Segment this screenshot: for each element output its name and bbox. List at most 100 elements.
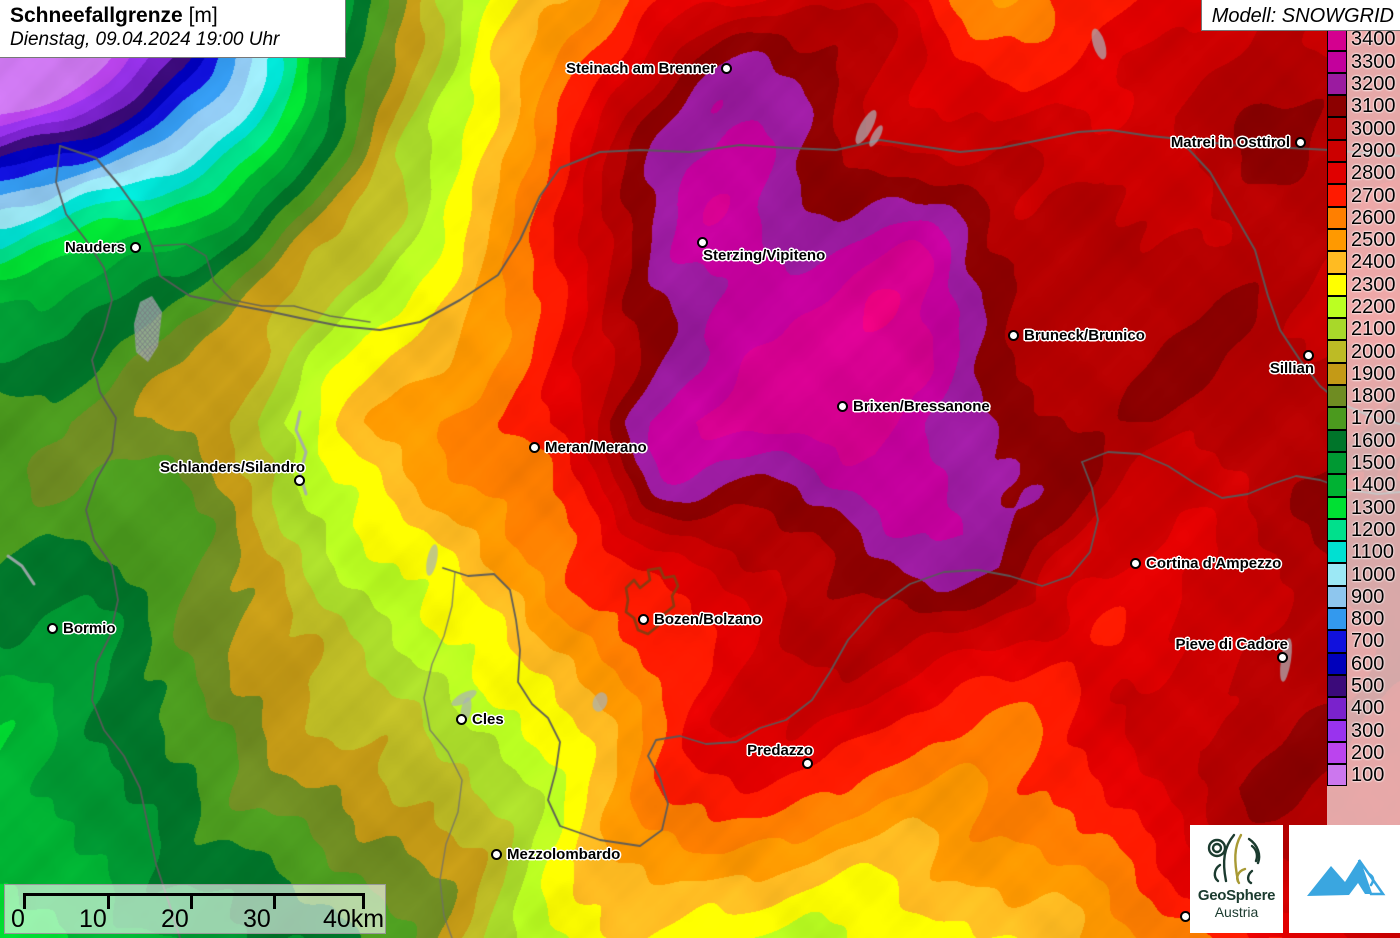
legend-swatch bbox=[1327, 28, 1347, 51]
city-marker[interactable]: Bormio bbox=[47, 621, 116, 636]
city-marker[interactable]: Matrei in Osttirol bbox=[1171, 135, 1306, 150]
legend-value-label: 500 bbox=[1351, 675, 1385, 698]
city-dot-icon bbox=[529, 442, 540, 453]
partner-logo[interactable] bbox=[1289, 825, 1400, 933]
city-marker[interactable]: Steinach am Brenner bbox=[566, 61, 732, 76]
legend-entry: 3100 bbox=[1327, 95, 1400, 118]
legend-entry: 2200 bbox=[1327, 295, 1400, 319]
city-dot-icon bbox=[456, 714, 467, 725]
legend-entry: 1900 bbox=[1327, 362, 1400, 386]
legend-value-label: 2000 bbox=[1351, 340, 1396, 363]
city-marker[interactable]: Pieve di Cadore bbox=[1175, 637, 1288, 663]
city-label: Schlanders/Silandro bbox=[159, 459, 305, 476]
legend-value-label: 2100 bbox=[1351, 318, 1396, 341]
city-dot-icon bbox=[837, 401, 848, 412]
legend-swatch bbox=[1327, 295, 1347, 319]
scale-label: 40km bbox=[323, 905, 385, 933]
city-marker[interactable]: Predazzo bbox=[747, 743, 813, 769]
legend-value-label: 1700 bbox=[1351, 407, 1396, 430]
city-marker[interactable]: Nauders bbox=[65, 240, 141, 255]
legend-entry: 700 bbox=[1327, 630, 1400, 653]
legend-swatch bbox=[1327, 50, 1347, 73]
legend-swatch bbox=[1327, 518, 1347, 542]
legend-value-label: 1000 bbox=[1351, 563, 1396, 586]
legend-swatch bbox=[1327, 228, 1347, 252]
legend-swatch bbox=[1327, 585, 1347, 609]
city-label: Cortina d'Ampezzo bbox=[1146, 555, 1282, 572]
legend-swatch bbox=[1327, 697, 1347, 720]
city-dot-icon bbox=[1295, 137, 1306, 148]
legend-entry: 1700 bbox=[1327, 407, 1400, 430]
legend-value-label: 1200 bbox=[1351, 518, 1396, 541]
scale-label: 10 bbox=[79, 905, 107, 933]
city-marker[interactable]: Schlanders/Silandro bbox=[160, 460, 305, 486]
city-marker[interactable]: Bruneck/Brunico bbox=[1008, 328, 1145, 343]
city-marker[interactable]: Sterzing/Vipiteno bbox=[697, 237, 825, 263]
legend-value-label: 2300 bbox=[1351, 273, 1396, 296]
city-label: Mezzolombardo bbox=[507, 846, 621, 863]
legend-value-label: 1800 bbox=[1351, 385, 1396, 408]
legend-value-label: 2500 bbox=[1351, 229, 1396, 252]
city-label: Nauders bbox=[64, 239, 125, 256]
city-marker[interactable]: Meran/Merano bbox=[529, 440, 647, 455]
city-marker[interactable]: Cles bbox=[456, 712, 504, 727]
city-dot-icon bbox=[47, 623, 58, 634]
city-marker[interactable]: Sillian bbox=[1270, 350, 1314, 376]
geosphere-logo[interactable]: GeoSphere Austria bbox=[1190, 825, 1283, 933]
legend-value-label: 1500 bbox=[1351, 452, 1396, 475]
city-marker[interactable]: Cortina d'Ampezzo bbox=[1130, 556, 1281, 571]
city-marker[interactable]: Brixen/Bressanone bbox=[837, 399, 990, 414]
legend-swatch bbox=[1327, 385, 1347, 408]
legend-value-label: 1400 bbox=[1351, 474, 1396, 497]
legend-entry: 1800 bbox=[1327, 385, 1400, 408]
legend-entry: 3000 bbox=[1327, 117, 1400, 140]
legend-entry: 2300 bbox=[1327, 273, 1400, 296]
legend-entry: 1500 bbox=[1327, 451, 1400, 475]
legend-entry: 100 bbox=[1327, 764, 1400, 787]
legend-entry: 200 bbox=[1327, 741, 1400, 765]
legend-entry: 1100 bbox=[1327, 541, 1400, 564]
legend-swatch bbox=[1327, 72, 1347, 96]
legend-entry: 2800 bbox=[1327, 162, 1400, 185]
legend-value-label: 300 bbox=[1351, 719, 1385, 742]
legend-entry: 800 bbox=[1327, 608, 1400, 631]
city-dot-icon bbox=[1008, 330, 1019, 341]
city-label: Sillian bbox=[1269, 360, 1314, 377]
legend-swatch bbox=[1327, 630, 1347, 653]
model-label: Modell: SNOWGRID bbox=[1200, 0, 1400, 31]
legend-value-label: 3300 bbox=[1351, 50, 1396, 73]
title-parameter: Schneefallgrenze bbox=[10, 4, 183, 27]
legend-swatch bbox=[1327, 541, 1347, 564]
legend-value-label: 2900 bbox=[1351, 139, 1396, 162]
city-label: Steinach am Brenner bbox=[565, 60, 716, 77]
legend-entry: 2100 bbox=[1327, 318, 1400, 341]
city-marker[interactable]: Bozen/Bolzano bbox=[638, 612, 762, 627]
legend-value-label: 3400 bbox=[1351, 28, 1396, 51]
city-label: Predazzo bbox=[747, 742, 813, 759]
legend-entry: 900 bbox=[1327, 585, 1400, 609]
scale-tick-20 bbox=[190, 896, 193, 909]
legend-entry: 1400 bbox=[1327, 474, 1400, 497]
scale-bar-ruler bbox=[23, 893, 365, 909]
legend-value-label: 2200 bbox=[1351, 296, 1396, 318]
legend-entry: 600 bbox=[1327, 652, 1400, 675]
scale-label: 20 bbox=[161, 905, 189, 933]
legend-value-label: 1600 bbox=[1351, 429, 1396, 452]
city-dot-icon bbox=[697, 237, 708, 248]
city-label: Pieve di Cadore bbox=[1175, 636, 1288, 653]
city-marker[interactable]: Mezzolombardo bbox=[491, 847, 620, 862]
legend-swatch bbox=[1327, 674, 1347, 698]
geosphere-logo-line2: Austria bbox=[1214, 904, 1259, 920]
city-dot-icon bbox=[1303, 350, 1314, 361]
legend-entry: 1600 bbox=[1327, 429, 1400, 452]
scale-label: 30 bbox=[243, 905, 271, 933]
legend-swatch bbox=[1327, 251, 1347, 274]
legend-swatch bbox=[1327, 206, 1347, 229]
scale-tick-10 bbox=[107, 896, 110, 909]
legend-swatch bbox=[1327, 719, 1347, 742]
legend-value-label: 2400 bbox=[1351, 251, 1396, 274]
mountain-arrow-icon bbox=[1306, 859, 1385, 896]
legend-swatch bbox=[1327, 652, 1347, 675]
